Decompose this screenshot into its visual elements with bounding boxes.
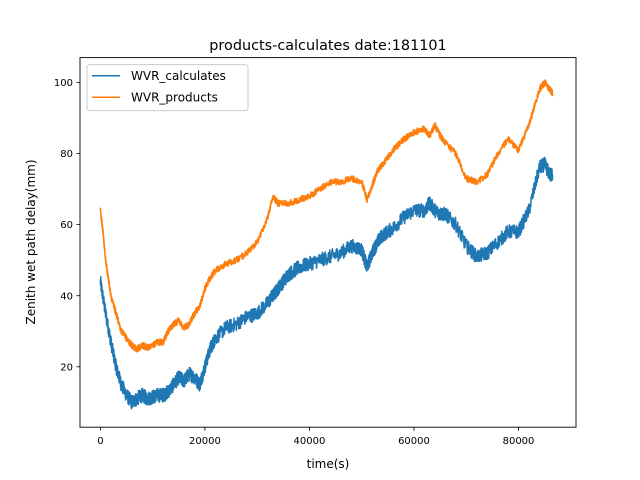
chart-title: products-calculates date:181101 — [209, 38, 446, 54]
series-line-2 — [99, 79, 554, 353]
x-axis-label: time(s) — [307, 457, 350, 471]
x-axis: 0 20000 40000 60000 80000 — [97, 427, 534, 447]
legend-frame — [86, 64, 249, 112]
x-tick-label: 20000 — [189, 436, 221, 447]
legend-label: WVR_products — [131, 91, 218, 105]
plot-area — [99, 79, 554, 410]
legend: WVR_calculates WVR_products — [86, 64, 249, 112]
y-tick-label: 20 — [60, 362, 73, 373]
y-tick-label: 80 — [60, 149, 73, 160]
axes-frame — [79, 57, 577, 428]
y-tick-label: 100 — [54, 78, 73, 89]
y-axis-label: Zenith wet path delay(mm) — [24, 159, 38, 324]
x-tick-label: 60000 — [398, 436, 430, 447]
x-tick-label: 80000 — [503, 436, 535, 447]
x-tick-label: 40000 — [294, 436, 326, 447]
y-tick-label: 40 — [60, 291, 73, 302]
series-line-1 — [99, 156, 554, 410]
y-tick-label: 60 — [60, 220, 73, 231]
x-tick-label: 0 — [97, 436, 103, 447]
legend-label: WVR_calculates — [131, 69, 226, 83]
y-axis: 20 40 60 80 100 — [54, 78, 80, 373]
